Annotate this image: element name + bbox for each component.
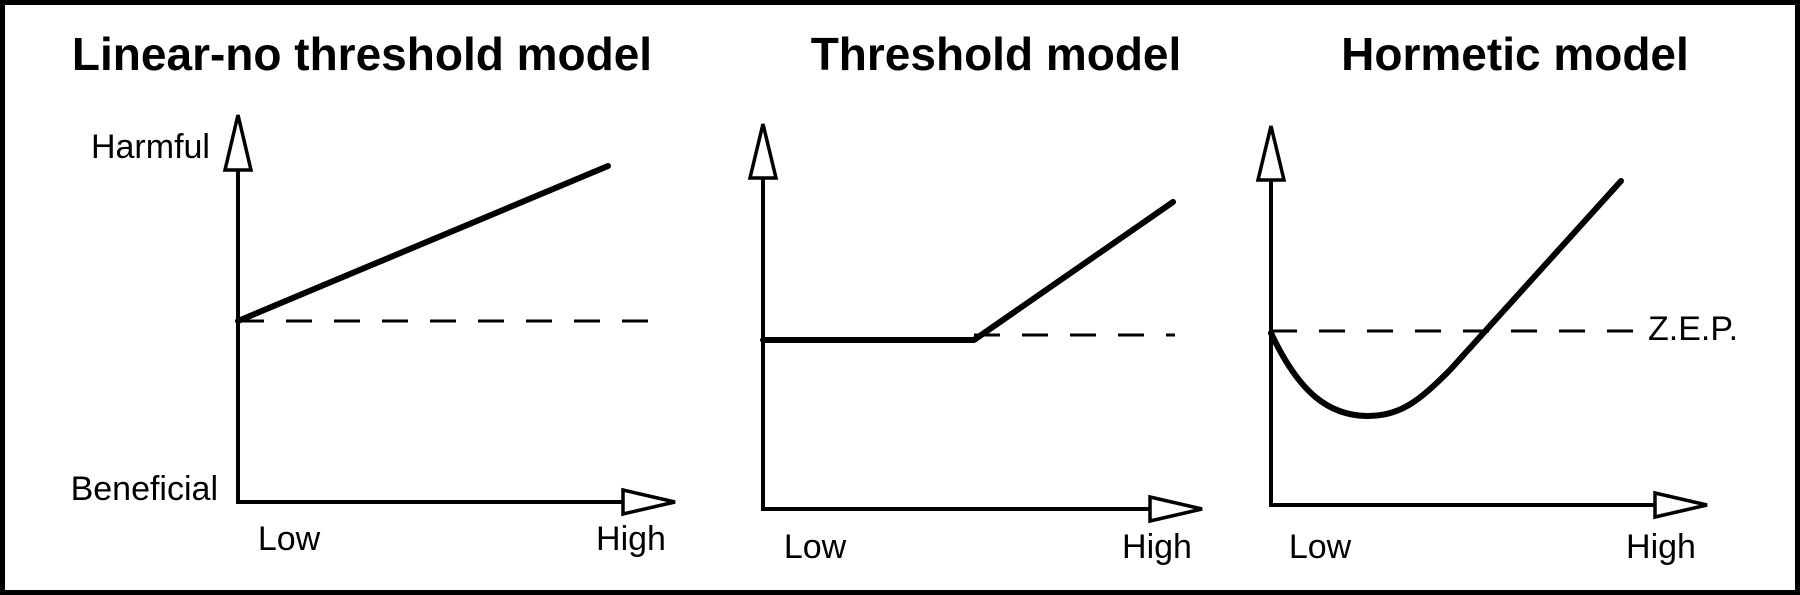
panel-linear: Linear-no threshold model Harmful Benefi… [71,28,676,558]
panel-hormetic: Hormetic model Low High Z.E.P. [1255,28,1738,566]
axes [236,150,625,504]
x-arrow [621,487,676,517]
x-arrow [1148,494,1203,524]
response-line [235,163,611,324]
zep-label: Z.E.P. [1648,310,1738,348]
x-high-label: High [1122,528,1192,566]
x-low-label: Low [784,528,847,566]
y-bottom-label: Beneficial [71,470,218,508]
x-arrow [1653,490,1708,520]
y-top-label: Harmful [91,128,210,166]
panel-title: Hormetic model [1341,28,1689,80]
axes [761,160,1150,511]
response-line [760,199,1176,343]
panel-title: Threshold model [811,28,1182,80]
y-arrow [222,114,254,172]
x-low-label: Low [258,520,321,558]
x-low-label: Low [1289,528,1352,566]
x-high-label: High [1626,528,1696,566]
x-high-label: High [596,520,666,558]
panel-threshold: Threshold model Low High [747,28,1203,566]
axes [1269,162,1655,507]
response-curve [1268,178,1624,420]
panel-title: Linear-no threshold model [72,28,652,80]
y-arrow [1255,125,1287,182]
y-arrow [747,123,779,180]
